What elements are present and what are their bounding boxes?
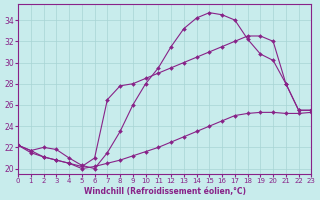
X-axis label: Windchill (Refroidissement éolien,°C): Windchill (Refroidissement éolien,°C): [84, 187, 246, 196]
